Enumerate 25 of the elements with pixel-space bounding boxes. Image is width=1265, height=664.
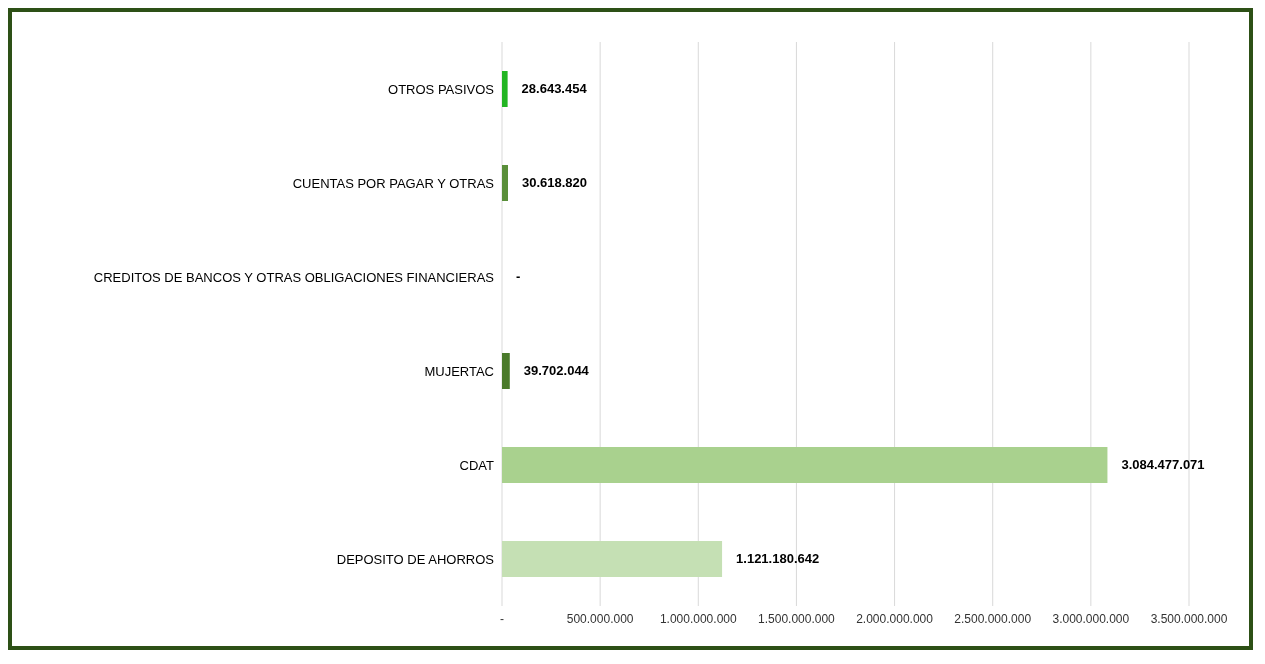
data-label: 1.121.180.642 bbox=[736, 550, 820, 568]
bar bbox=[502, 447, 1108, 483]
x-tick-label: 1.000.000.000 bbox=[659, 611, 737, 626]
data-label: 30.618.820 bbox=[522, 174, 588, 192]
bar bbox=[502, 71, 508, 107]
y-tick-label: CUENTAS POR PAGAR Y OTRAS bbox=[292, 175, 495, 191]
bar bbox=[502, 541, 723, 577]
data-label: - bbox=[516, 268, 521, 286]
x-tick-label: - bbox=[500, 611, 504, 626]
y-tick-label: CREDITOS DE BANCOS Y OTRAS OBLIGACIONES FINANCIERAS bbox=[93, 269, 495, 285]
x-tick-label: 3.500.000.000 bbox=[1150, 611, 1228, 626]
y-tick-label: DEPOSITO DE AHORROS bbox=[336, 551, 495, 567]
x-tick-label: 3.000.000.000 bbox=[1052, 611, 1130, 626]
x-tick-label: 1.500.000.000 bbox=[758, 611, 836, 626]
data-label: 28.643.454 bbox=[521, 80, 587, 98]
y-tick-label: OTROS PASIVOS bbox=[388, 81, 495, 97]
data-label: 39.702.044 bbox=[523, 362, 589, 380]
data-label: 3.084.477.071 bbox=[1121, 456, 1205, 474]
x-tick-label: 500.000.000 bbox=[566, 611, 634, 626]
x-tick-label: 2.000.000.000 bbox=[856, 611, 934, 626]
bar bbox=[502, 353, 510, 389]
y-tick-label: CDAT bbox=[459, 457, 495, 473]
bar bbox=[502, 165, 509, 201]
y-tick-label: MUJERTAC bbox=[424, 363, 494, 379]
x-tick-label: 2.500.000.000 bbox=[954, 611, 1032, 626]
